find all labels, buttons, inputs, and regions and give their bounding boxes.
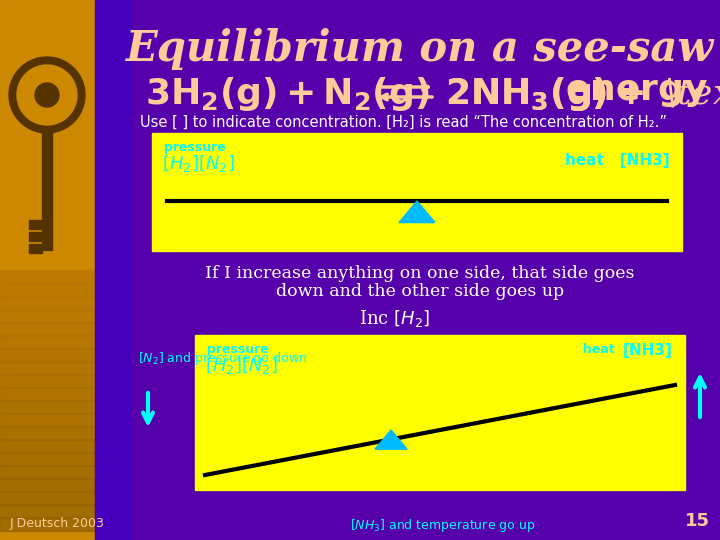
Bar xyxy=(0,374,95,388)
Text: $\mathbf{energy}$: $\mathbf{energy}$ xyxy=(565,75,708,109)
Polygon shape xyxy=(399,201,435,222)
Bar xyxy=(152,133,682,251)
Text: pressure: pressure xyxy=(207,343,269,356)
Text: Equilibrium on a see-saw: Equilibrium on a see-saw xyxy=(126,28,714,70)
Text: $[N_2]$ and pressure go down: $[N_2]$ and pressure go down xyxy=(138,350,307,367)
Text: heat   [NH3]: heat [NH3] xyxy=(565,153,670,168)
Text: J Deutsch 2003: J Deutsch 2003 xyxy=(10,517,105,530)
Bar xyxy=(0,465,95,479)
Text: [NH3]: [NH3] xyxy=(623,343,673,358)
Text: $\mathbf{3H_2(g) + N_2(g)}$: $\mathbf{3H_2(g) + N_2(g)}$ xyxy=(145,75,429,113)
Bar xyxy=(0,361,95,375)
Bar xyxy=(0,270,95,284)
Text: Inc $[H_2]$: Inc $[H_2]$ xyxy=(359,308,431,329)
Bar xyxy=(0,426,95,440)
Bar xyxy=(29,220,42,229)
Bar xyxy=(0,413,95,427)
Bar xyxy=(0,387,95,401)
Text: $\mathbf{2NH_3(g)+}$: $\mathbf{2NH_3(g)+}$ xyxy=(445,75,644,113)
Bar xyxy=(0,517,95,531)
Text: pressure: pressure xyxy=(164,141,226,154)
Bar xyxy=(0,504,95,518)
Bar xyxy=(0,322,95,336)
Bar xyxy=(0,309,95,323)
Text: $[H_2][N_2]$: $[H_2][N_2]$ xyxy=(162,153,235,174)
Bar xyxy=(0,283,95,297)
Text: heat: heat xyxy=(583,343,615,356)
Bar xyxy=(0,478,95,492)
Bar xyxy=(0,400,95,414)
Text: 15: 15 xyxy=(685,512,710,530)
Bar xyxy=(0,335,95,349)
Bar xyxy=(0,296,95,310)
Text: $[H_2][N_2]$: $[H_2][N_2]$ xyxy=(205,355,278,376)
Bar xyxy=(29,244,42,253)
Polygon shape xyxy=(9,57,85,133)
Bar xyxy=(29,232,42,241)
Polygon shape xyxy=(17,65,77,125)
Text: If I increase anything on one side, that side goes: If I increase anything on one side, that… xyxy=(205,265,635,282)
Bar xyxy=(95,0,130,540)
Bar xyxy=(195,335,685,490)
Text: $[NH_3]$ and temperature go up: $[NH_3]$ and temperature go up xyxy=(350,517,536,534)
Bar xyxy=(0,0,95,270)
Bar xyxy=(42,128,52,250)
Polygon shape xyxy=(375,430,407,449)
Bar xyxy=(0,348,95,362)
Polygon shape xyxy=(35,83,59,107)
Bar xyxy=(0,439,95,453)
Bar xyxy=(0,491,95,505)
Text: Use [ ] to indicate concentration. [H₂] is read “The concentration of H₂.”: Use [ ] to indicate concentration. [H₂] … xyxy=(140,115,667,130)
Text: down and the other side goes up: down and the other side goes up xyxy=(276,283,564,300)
Bar xyxy=(0,452,95,466)
Text: $\mathbf{2NH_3(g)+}$ \textbf{energy}: $\mathbf{2NH_3(g)+}$ \textbf{energy} xyxy=(445,75,720,113)
Bar xyxy=(0,270,95,540)
